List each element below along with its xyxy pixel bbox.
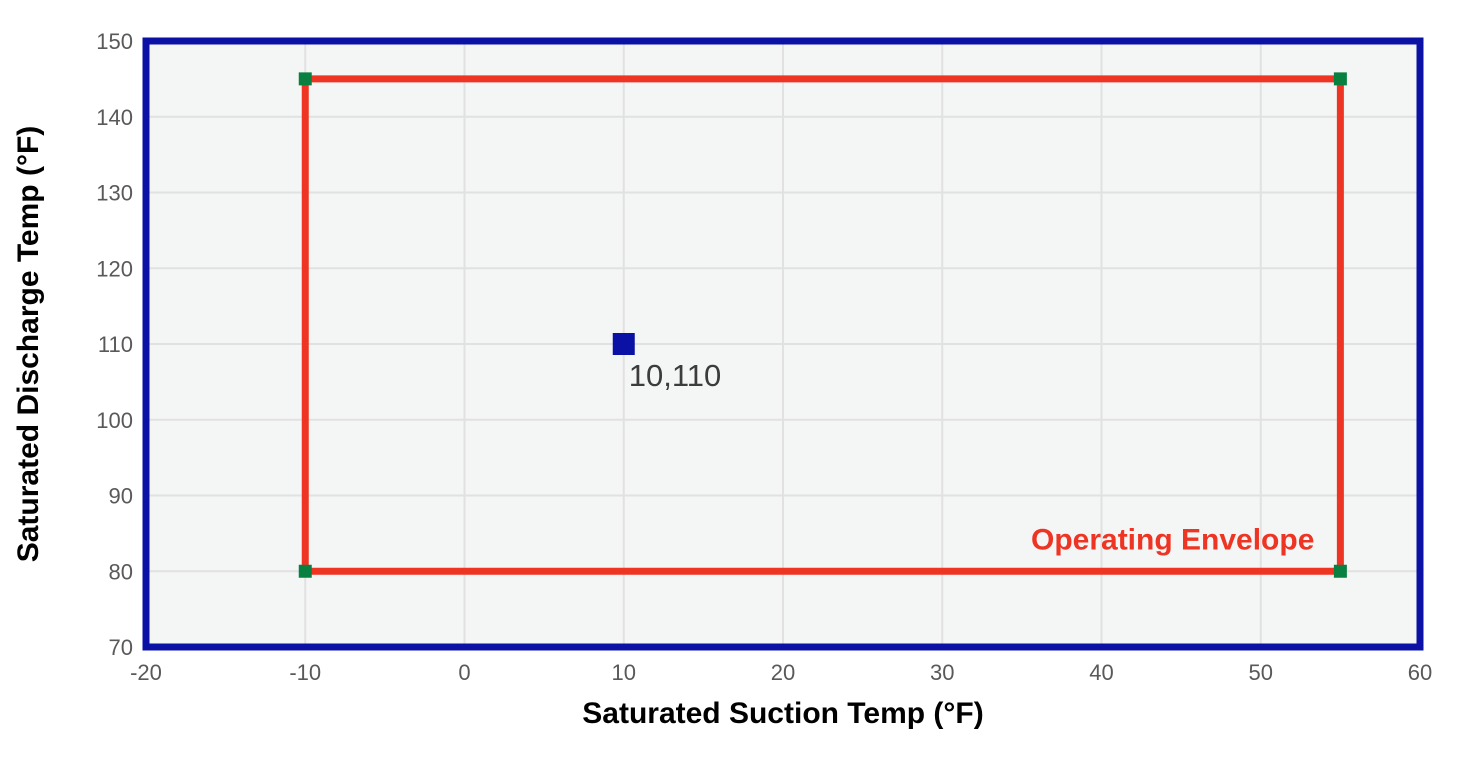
x-tick-label: 40 — [1089, 660, 1113, 685]
operating-envelope-outline — [301, 75, 1344, 575]
y-tick-label: 80 — [109, 559, 133, 584]
x-axis-title: Saturated Suction Temp (°F) — [582, 697, 983, 730]
x-tick-label: 30 — [930, 660, 954, 685]
envelope-corner-marker — [1333, 72, 1347, 86]
x-tick-label: -10 — [289, 660, 321, 685]
envelope-corner-marker — [298, 72, 312, 86]
y-tick-label: 130 — [96, 181, 133, 206]
envelope-label: Operating Envelope — [1031, 523, 1314, 556]
x-tick-label: 20 — [771, 660, 795, 685]
y-tick-label: 140 — [96, 105, 133, 130]
y-tick-label: 110 — [98, 332, 133, 357]
envelope-corner-marker — [1333, 564, 1347, 578]
y-tick-label: 90 — [109, 484, 133, 509]
x-tick-label: 60 — [1408, 660, 1432, 685]
y-tick-label: 100 — [96, 408, 133, 433]
y-tick-label: 70 — [109, 635, 133, 660]
data-point-label: 10,110 — [629, 358, 722, 393]
x-tick-label: 0 — [458, 660, 470, 685]
plot-border — [142, 37, 1424, 651]
y-tick-label: 150 — [96, 29, 133, 54]
y-axis-title: Saturated Discharge Temp (°F) — [12, 126, 45, 563]
data-point[interactable] — [612, 333, 635, 355]
y-tick-label: 120 — [96, 256, 133, 281]
x-tick-label: 10 — [612, 660, 636, 685]
x-tick-label: -20 — [130, 660, 162, 685]
x-tick-label: 50 — [1249, 660, 1273, 685]
envelope-corner-marker — [298, 564, 312, 578]
